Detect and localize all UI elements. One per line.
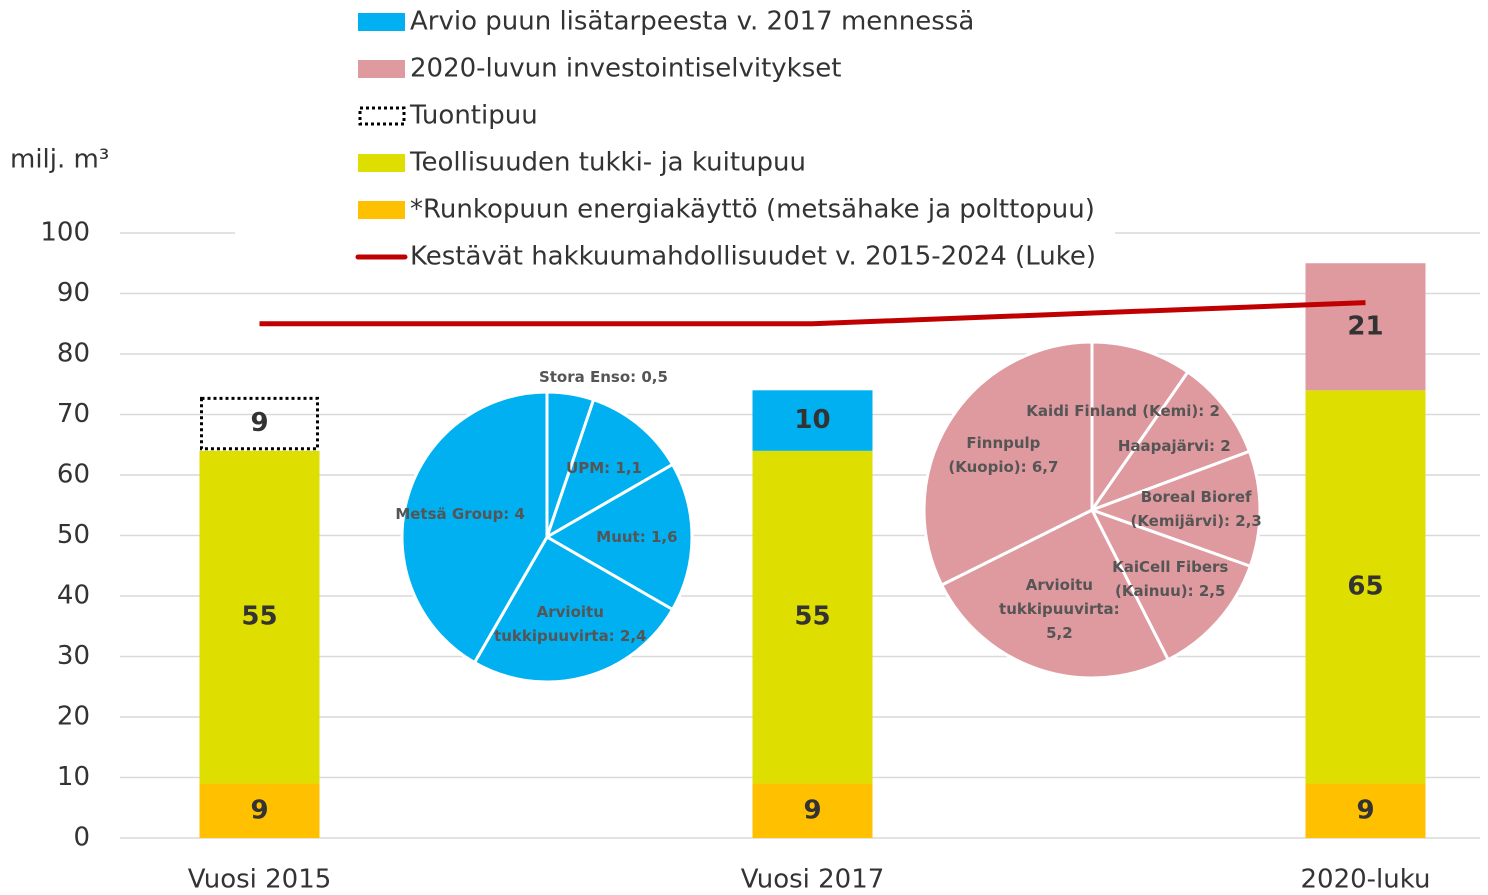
pie-label: Boreal Bioref (Kemijärvi): 2,3 (1130, 488, 1262, 531)
pie-label: Haapajärvi: 2 (1117, 437, 1231, 456)
pie-label: Arvioitu tukkipuuvirta: 5,2 (999, 575, 1120, 642)
y-tick-label: 70 (57, 399, 90, 429)
pie-slice (543, 462, 694, 612)
legend-label: Teollisuuden tukki- ja kuitupuu (409, 148, 806, 178)
pie-label: UPM: 1,1 (566, 458, 642, 477)
pie-slice (400, 390, 549, 665)
pie-slice (1090, 340, 1190, 515)
bar-segment (752, 390, 873, 451)
pie-slice (939, 507, 1171, 680)
bar-segment (199, 450, 320, 784)
data-label: 9 (250, 795, 268, 825)
y-tick-label: 20 (57, 702, 90, 732)
legend-label: Tuontipuu (409, 101, 538, 131)
bar-segment (199, 783, 320, 838)
legend-background (235, 0, 1115, 275)
legend-label: 2020-luvun investointiselvitykset (410, 54, 841, 84)
legend-swatch (358, 201, 405, 219)
legend-swatch (358, 13, 405, 31)
pie-label: KaiCell Fibers (Kainuu): 2,5 (1112, 557, 1229, 600)
pie-label: Arvioitu tukkipuuvirta: 2,4 (494, 602, 647, 645)
pie-slice (922, 340, 1094, 588)
pie-slice (544, 397, 675, 541)
bar-segment (200, 396, 319, 451)
y-tick-label: 30 (57, 641, 90, 671)
pie-label: Kaidi Finland (Kemi): 2 (1026, 401, 1220, 420)
data-label: 9 (803, 795, 821, 825)
y-tick-label: 50 (57, 520, 90, 550)
data-label: 9 (250, 408, 268, 438)
bar-segment (1305, 263, 1426, 391)
y-tick-label: 10 (57, 762, 90, 792)
pie-slice (1087, 449, 1262, 569)
legend-label: *Runkopuun energiakäyttö (metsähake ja p… (410, 195, 1095, 225)
y-tick-label: 80 (57, 339, 90, 369)
data-label: 9 (1356, 795, 1374, 825)
pie-label: Metsä Group: 4 (395, 504, 525, 523)
legend-label: Arvio puun lisätarpeesta v. 2017 menness… (410, 7, 974, 37)
x-tick-label: Vuosi 2017 (741, 865, 885, 895)
data-label: 10 (794, 405, 830, 435)
pie-slice (1088, 507, 1253, 662)
x-tick-label: Vuosi 2015 (188, 865, 332, 895)
y-tick-label: 100 (40, 218, 90, 248)
pie-slice (472, 534, 675, 684)
pie-slice (1088, 369, 1252, 514)
bar-segment (1305, 783, 1426, 838)
bar-segment (752, 450, 873, 784)
pie-label: Finnpulp (Kuopio): 6,7 (948, 434, 1059, 477)
legend-swatch (358, 60, 405, 78)
y-tick-label: 60 (57, 460, 90, 490)
pie-label: Stora Enso: 0,5 (538, 367, 668, 386)
y-tick-label: 90 (57, 278, 90, 308)
data-label: 55 (241, 602, 277, 632)
line (259, 300, 1366, 327)
legend-swatch (358, 154, 405, 172)
data-label: 55 (794, 602, 830, 632)
legend-label: Kestävät hakkuumahdollisuudet v. 2015-20… (410, 242, 1096, 272)
y-tick-label: 40 (57, 581, 90, 611)
y-tick-label: 0 (73, 823, 90, 853)
pie-label: Muut: 1,6 (596, 528, 678, 546)
data-label: 65 (1347, 571, 1383, 601)
x-tick-label: 2020-luku (1301, 865, 1431, 895)
data-label: 21 (1347, 311, 1383, 341)
bar-segment (1305, 390, 1426, 784)
y-axis-title: milj. m³ (10, 145, 109, 175)
bar-segment (752, 783, 873, 838)
